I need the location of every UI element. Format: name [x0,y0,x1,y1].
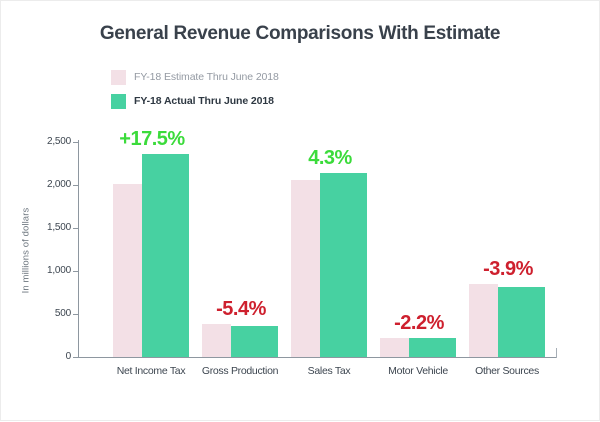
percent-change-label-gross-production: -5.4% [216,298,266,320]
y-axis-tick [73,185,78,186]
legend-label-actual: FY-18 Actual Thru June 2018 [134,95,274,107]
bar-estimate-sales-tax [291,180,320,357]
bar-estimate-motor-vehicle [380,338,409,357]
x-axis-endcap-tick [556,348,557,358]
category-label-net-income-tax: Net Income Tax [116,365,186,377]
y-axis-tick [73,314,78,315]
y-axis-tick-label: 1,000 [46,265,71,276]
bar-estimate-gross-production [202,324,231,357]
y-axis-tick [73,228,78,229]
chart-title: General Revenue Comparisons With Estimat… [99,23,501,44]
y-axis-tick-label: 500 [54,308,71,319]
y-axis-tick-label: 2,000 [46,179,71,190]
y-axis-title: In millions of dollars [20,207,32,294]
legend: FY-18 Estimate Thru June 2018 FY-18 Actu… [111,69,279,117]
y-axis-tick [73,142,78,143]
percent-change-label-sales-tax: 4.3% [308,147,352,169]
percent-change-label-motor-vehicle: -2.2% [394,312,444,334]
percent-change-label-other-sources: -3.9% [483,258,533,280]
y-axis-tick-label: 1,500 [46,222,71,233]
bar-actual-net-income-tax [142,154,189,357]
category-label-motor-vehicle: Motor Vehicle [388,365,448,377]
y-axis-tick [73,357,78,358]
estimate-swatch-icon [111,69,126,85]
category-label-sales-tax: Sales Tax [307,365,351,377]
y-axis-tick-label: 0 [65,351,72,362]
x-axis-line [78,357,557,358]
category-label-other-sources: Other Sources [475,365,539,377]
bar-actual-other-sources [498,287,545,357]
legend-item-estimate: FY-18 Estimate Thru June 2018 [111,69,279,85]
y-axis-tick-label: 2,500 [46,136,71,147]
bar-estimate-other-sources [469,284,498,357]
legend-item-actual: FY-18 Actual Thru June 2018 [111,93,279,109]
y-axis-tick [73,271,78,272]
percent-change-label-net-income-tax: +17.5% [119,128,185,150]
bar-estimate-net-income-tax [113,184,142,357]
category-label-gross-production: Gross Production [201,365,279,377]
y-axis-line [78,140,79,357]
bar-actual-gross-production [231,326,278,357]
legend-label-estimate: FY-18 Estimate Thru June 2018 [134,71,279,83]
bar-actual-motor-vehicle [409,338,456,357]
actual-swatch-icon [111,93,126,109]
bar-actual-sales-tax [320,173,367,357]
